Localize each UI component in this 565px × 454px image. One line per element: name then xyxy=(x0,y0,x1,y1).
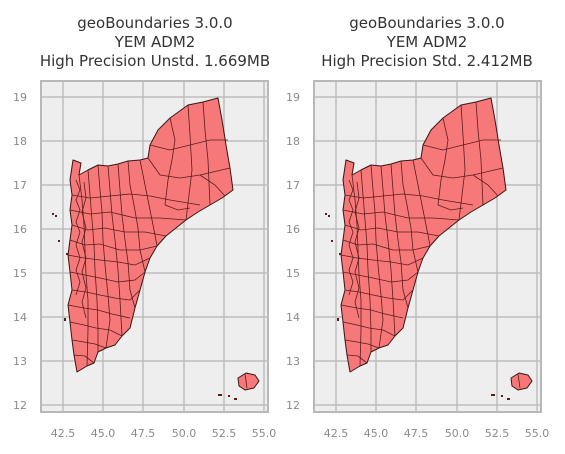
map-2-x-tick: 52.5 xyxy=(485,427,510,440)
map-2-y-tick: 13 xyxy=(286,355,300,368)
map-2-x-tick: 42.5 xyxy=(324,427,349,440)
map-1-title-line-1: geoBoundaries 3.0.0 xyxy=(77,14,232,32)
map-2-island-fragments xyxy=(325,213,510,400)
map-1-y-tick: 13 xyxy=(13,355,27,368)
map-1-x-tick: 55.0 xyxy=(252,427,277,440)
map-2-y-tick: 12 xyxy=(286,399,300,412)
map-1-title-line-3: High Precision Unstd. 1.669MB xyxy=(40,52,270,70)
map-2-y-tick-labels: 12 13 14 15 16 17 18 19 xyxy=(286,91,300,412)
map-2-y-tick: 19 xyxy=(286,91,300,104)
map-1-y-tick: 18 xyxy=(13,135,27,148)
map-panel-2: geoBoundaries 3.0.0 YEM ADM2 High Precis… xyxy=(286,14,549,440)
map-1-x-tick-labels: 42.5 45.0 47.5 50.0 52.5 55.0 xyxy=(51,427,277,440)
map-2-x-tick: 55.0 xyxy=(525,427,550,440)
map-2-title-line-3: High Precision Std. 2.412MB xyxy=(321,52,533,70)
map-2-yemen-adm2-regions xyxy=(325,97,533,400)
map-2-y-tick: 14 xyxy=(286,311,300,324)
map-2-x-tick-labels: 42.5 45.0 47.5 50.0 52.5 55.0 xyxy=(324,427,550,440)
map-1-y-tick-labels: 12 13 14 15 16 17 18 19 xyxy=(13,91,27,412)
map-1-y-tick: 19 xyxy=(13,91,27,104)
map-1-island-fragments xyxy=(52,213,237,400)
map-1-y-tick: 17 xyxy=(13,179,27,192)
map-2-y-tick: 17 xyxy=(286,179,300,192)
map-2-x-tick: 45.0 xyxy=(364,427,389,440)
map-1-y-tick: 16 xyxy=(13,223,27,236)
map-panel-1: geoBoundaries 3.0.0 YEM ADM2 High Precis… xyxy=(13,14,276,440)
map-2-x-tick: 47.5 xyxy=(404,427,429,440)
map-2-title-line-2: YEM ADM2 xyxy=(386,33,468,51)
map-1-x-tick: 47.5 xyxy=(131,427,156,440)
map-2-title-line-1: geoBoundaries 3.0.0 xyxy=(349,14,504,32)
map-2-y-tick: 15 xyxy=(286,267,300,280)
map-2-x-tick: 50.0 xyxy=(445,427,470,440)
map-1-title-line-2: YEM ADM2 xyxy=(114,33,196,51)
map-1-yemen-adm2-regions xyxy=(52,97,260,400)
map-1-x-tick: 52.5 xyxy=(212,427,237,440)
map-1-y-tick: 12 xyxy=(13,399,27,412)
map-2-y-tick: 16 xyxy=(286,223,300,236)
map-1-y-tick: 15 xyxy=(13,267,27,280)
map-1-x-tick: 45.0 xyxy=(91,427,116,440)
map-1-x-tick: 50.0 xyxy=(172,427,197,440)
map-2-y-tick: 18 xyxy=(286,135,300,148)
map-1-x-tick: 42.5 xyxy=(51,427,76,440)
map-1-y-tick: 14 xyxy=(13,311,27,324)
